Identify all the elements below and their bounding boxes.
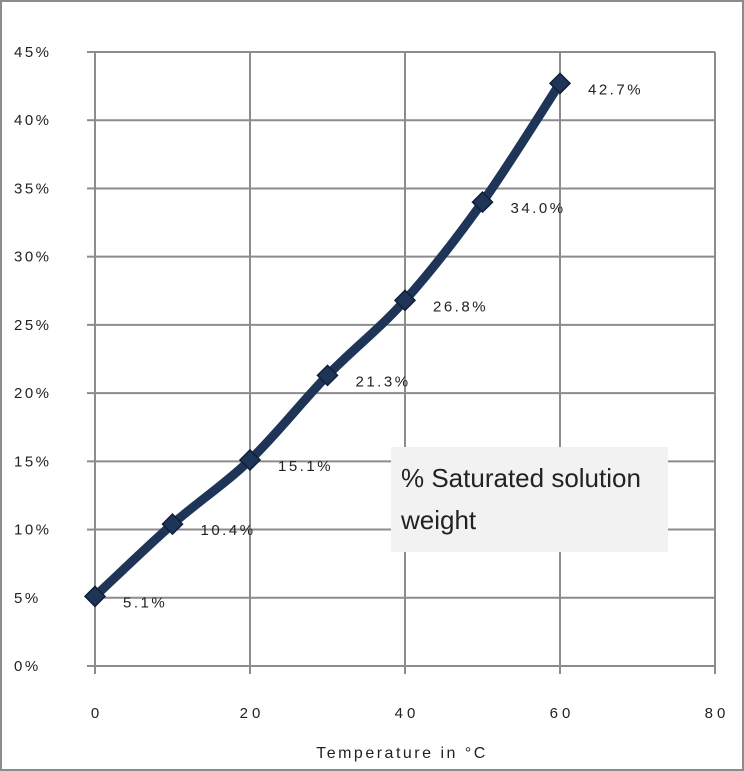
- data-point-marker: [471, 191, 494, 214]
- data-labels: 5.1% 10.4% 15.1% 21.3% 26.8% 34.0% 42.7%: [123, 81, 643, 611]
- y-tick-label: 20%: [14, 385, 52, 402]
- data-label: 21.3%: [356, 373, 411, 390]
- data-point-marker: [238, 448, 262, 472]
- y-tick-label: 45%: [14, 44, 52, 61]
- data-label: 5.1%: [123, 594, 167, 611]
- y-tick-label: 35%: [14, 180, 52, 197]
- data-point-marker: [393, 289, 417, 312]
- x-axis-title: Temperature in °C: [316, 745, 488, 762]
- data-point-marker: [548, 72, 572, 95]
- data-label: 15.1%: [278, 458, 333, 475]
- data-label: 42.7%: [588, 81, 643, 98]
- data-label: 10.4%: [201, 522, 256, 539]
- y-tick-labels: 0% 5% 10% 15% 20% 25% 30% 35% 40% 45%: [14, 44, 52, 675]
- data-point-marker: [316, 364, 339, 387]
- y-tick-label: 15%: [14, 453, 52, 470]
- x-tick-label: 20: [240, 705, 265, 722]
- y-tick-label: 25%: [14, 317, 52, 334]
- data-markers: [83, 72, 572, 608]
- data-point-marker: [83, 585, 107, 608]
- y-tick-label: 30%: [14, 249, 52, 266]
- y-tick-label: 10%: [14, 522, 52, 539]
- x-tick-label: 60: [550, 705, 575, 722]
- legend-entry-label: % Saturated solution weight: [401, 463, 641, 535]
- y-tick-label: 5%: [14, 590, 41, 607]
- x-tick-label: 80: [705, 705, 730, 722]
- x-tick-label: 0: [91, 705, 103, 722]
- legend: % Saturated solution weight: [391, 447, 668, 552]
- y-tick-label: 0%: [14, 658, 41, 675]
- data-label: 34.0%: [511, 200, 566, 217]
- data-point-marker: [161, 513, 184, 536]
- y-tick-label: 40%: [14, 112, 52, 129]
- grid-lines: [87, 51, 716, 674]
- x-tick-label: 40: [395, 705, 420, 722]
- data-label: 26.8%: [433, 298, 488, 315]
- x-tick-labels: 0 20 40 60 80: [91, 705, 730, 722]
